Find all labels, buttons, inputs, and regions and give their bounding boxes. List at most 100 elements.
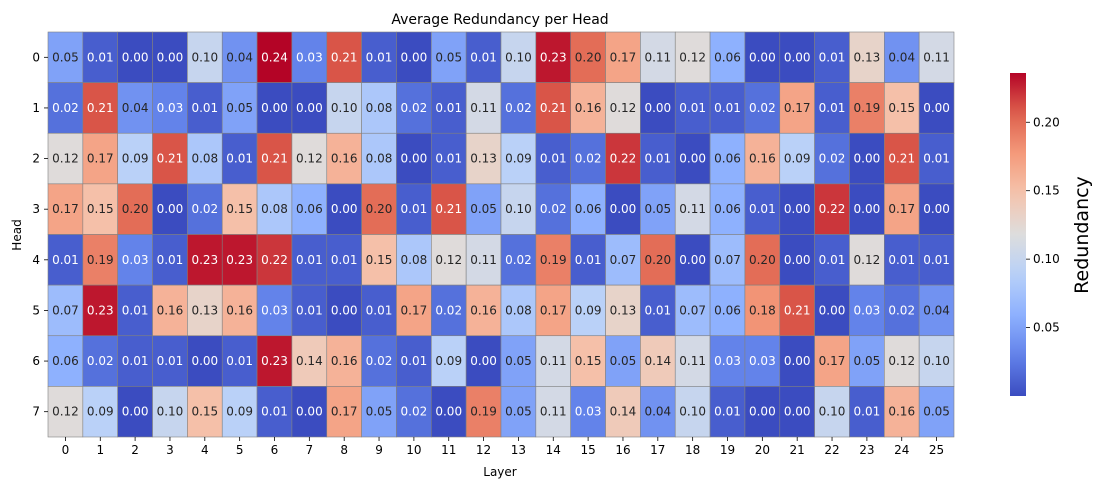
cell-value-label: 0.15 <box>191 405 218 419</box>
heatmap-cell <box>640 284 676 337</box>
heatmap-cell <box>431 234 467 286</box>
heatmap-cell <box>814 234 850 286</box>
y-tick-label: 6 <box>32 354 40 368</box>
cell-value-label: 0.10 <box>819 405 846 419</box>
cell-value-label: 0.02 <box>505 101 532 115</box>
heatmap-cell <box>82 284 118 337</box>
colorbar-tick-label: 0.05 <box>1033 321 1060 335</box>
cell-value-label: 0.21 <box>540 101 567 115</box>
heatmap-cell <box>884 183 920 235</box>
cell-value-label: 0.06 <box>714 50 741 64</box>
cell-value-label: 0.15 <box>575 354 602 368</box>
cell-value-label: 0.21 <box>87 101 114 115</box>
x-tick-label: 19 <box>720 443 735 457</box>
cell-value-label: 0.01 <box>52 253 79 267</box>
heatmap-cell <box>884 284 920 337</box>
heatmap-cell <box>779 183 815 235</box>
x-tick-label: 18 <box>685 443 700 457</box>
heatmap-cell <box>82 82 118 134</box>
heatmap-cell <box>674 284 711 337</box>
cell-value-label: 0.15 <box>366 253 393 267</box>
cell-value-label: 0.01 <box>644 303 671 317</box>
heatmap-cell <box>187 284 223 337</box>
heatmap-cell <box>500 386 537 438</box>
colorbar-tick-label: 0.20 <box>1033 115 1060 129</box>
cell-value-label: 0.10 <box>505 50 532 64</box>
cell-value-label: 0.11 <box>540 405 567 419</box>
heatmap-cell <box>221 31 258 83</box>
cell-value-label: 0.13 <box>470 152 497 166</box>
cell-value-label: 0.08 <box>191 152 218 166</box>
heatmap-cell <box>361 386 397 438</box>
cell-value-label: 0.01 <box>819 101 846 115</box>
cell-value-label: 0.02 <box>819 152 846 166</box>
heatmap-cell <box>709 234 746 286</box>
cell-value-label: 0.08 <box>366 152 393 166</box>
cell-value-label: 0.00 <box>191 354 218 368</box>
cell-value-label: 0.08 <box>401 253 428 267</box>
heatmap-cell <box>535 284 571 337</box>
cell-value-label: 0.06 <box>714 303 741 317</box>
cell-value-label: 0.16 <box>331 152 358 166</box>
cell-value-label: 0.12 <box>52 152 79 166</box>
heatmap-cell <box>396 335 432 387</box>
cell-value-label: 0.05 <box>226 101 253 115</box>
cell-value-label: 0.13 <box>854 50 881 64</box>
x-tick-label: 12 <box>476 443 491 457</box>
cell-value-label: 0.07 <box>52 303 79 317</box>
heatmap-cell <box>431 284 467 337</box>
x-tick-label: 11 <box>441 443 456 457</box>
cell-value-label: 0.00 <box>784 405 811 419</box>
cell-value-label: 0.01 <box>366 50 393 64</box>
heatmap-cell <box>291 284 328 337</box>
cell-value-label: 0.10 <box>923 354 950 368</box>
cell-value-label: 0.01 <box>540 152 567 166</box>
heatmap-cell <box>884 82 920 134</box>
cell-value-label: 0.05 <box>610 354 637 368</box>
heatmap-cell <box>187 183 223 235</box>
colorbar-tick-label: 0.15 <box>1033 184 1060 198</box>
cell-value-label: 0.04 <box>888 50 915 64</box>
cell-value-label: 0.10 <box>157 405 184 419</box>
x-tick-label: 24 <box>894 443 909 457</box>
cell-value-label: 0.03 <box>749 354 776 368</box>
heatmap-cell <box>605 183 641 235</box>
heatmap-cell <box>361 82 397 134</box>
cell-value-label: 0.11 <box>470 253 497 267</box>
heatmap-cell <box>605 82 641 134</box>
heatmap-cell <box>465 386 502 438</box>
heatmap-cell <box>47 183 84 235</box>
cell-value-label: 0.01 <box>261 405 288 419</box>
heatmap-cell <box>152 284 188 337</box>
cell-value-label: 0.12 <box>888 354 915 368</box>
heatmap-cell <box>570 284 606 337</box>
heatmap-cell <box>779 31 815 83</box>
heatmap-cell <box>918 132 955 185</box>
cell-value-label: 0.01 <box>401 202 428 216</box>
cell-value-label: 0.01 <box>714 101 741 115</box>
cell-value-label: 0.06 <box>714 202 741 216</box>
heatmap-cell <box>221 234 258 286</box>
heatmap-cell <box>465 82 502 134</box>
cell-value-label: 0.21 <box>888 152 915 166</box>
heatmap-cell <box>918 284 955 337</box>
cell-value-label: 0.16 <box>470 303 497 317</box>
cell-value-label: 0.05 <box>505 354 532 368</box>
cell-value-label: 0.16 <box>749 152 776 166</box>
cell-value-label: 0.20 <box>366 202 393 216</box>
y-tick-label: 2 <box>32 152 40 166</box>
cell-value-label: 0.17 <box>52 202 79 216</box>
heatmap-cell <box>814 82 850 134</box>
heatmap-cell <box>187 335 223 387</box>
x-axis: 0 1 2 3 4 5 6 7 8 9 10 11 12 13 14 15 16 17 18 19 20 21 22 23 24… <box>62 437 944 457</box>
heatmap-cell <box>500 234 537 286</box>
cell-value-label: 0.11 <box>923 50 950 64</box>
cell-value-label: 0.17 <box>401 303 428 317</box>
heatmap-cell <box>152 335 188 387</box>
heatmap-cell <box>431 31 467 83</box>
heatmap-cell <box>744 183 781 235</box>
cell-value-label: 0.02 <box>749 101 776 115</box>
heatmap-cell <box>117 82 153 134</box>
cell-value-label: 0.00 <box>331 202 358 216</box>
heatmap-cell <box>326 386 362 438</box>
